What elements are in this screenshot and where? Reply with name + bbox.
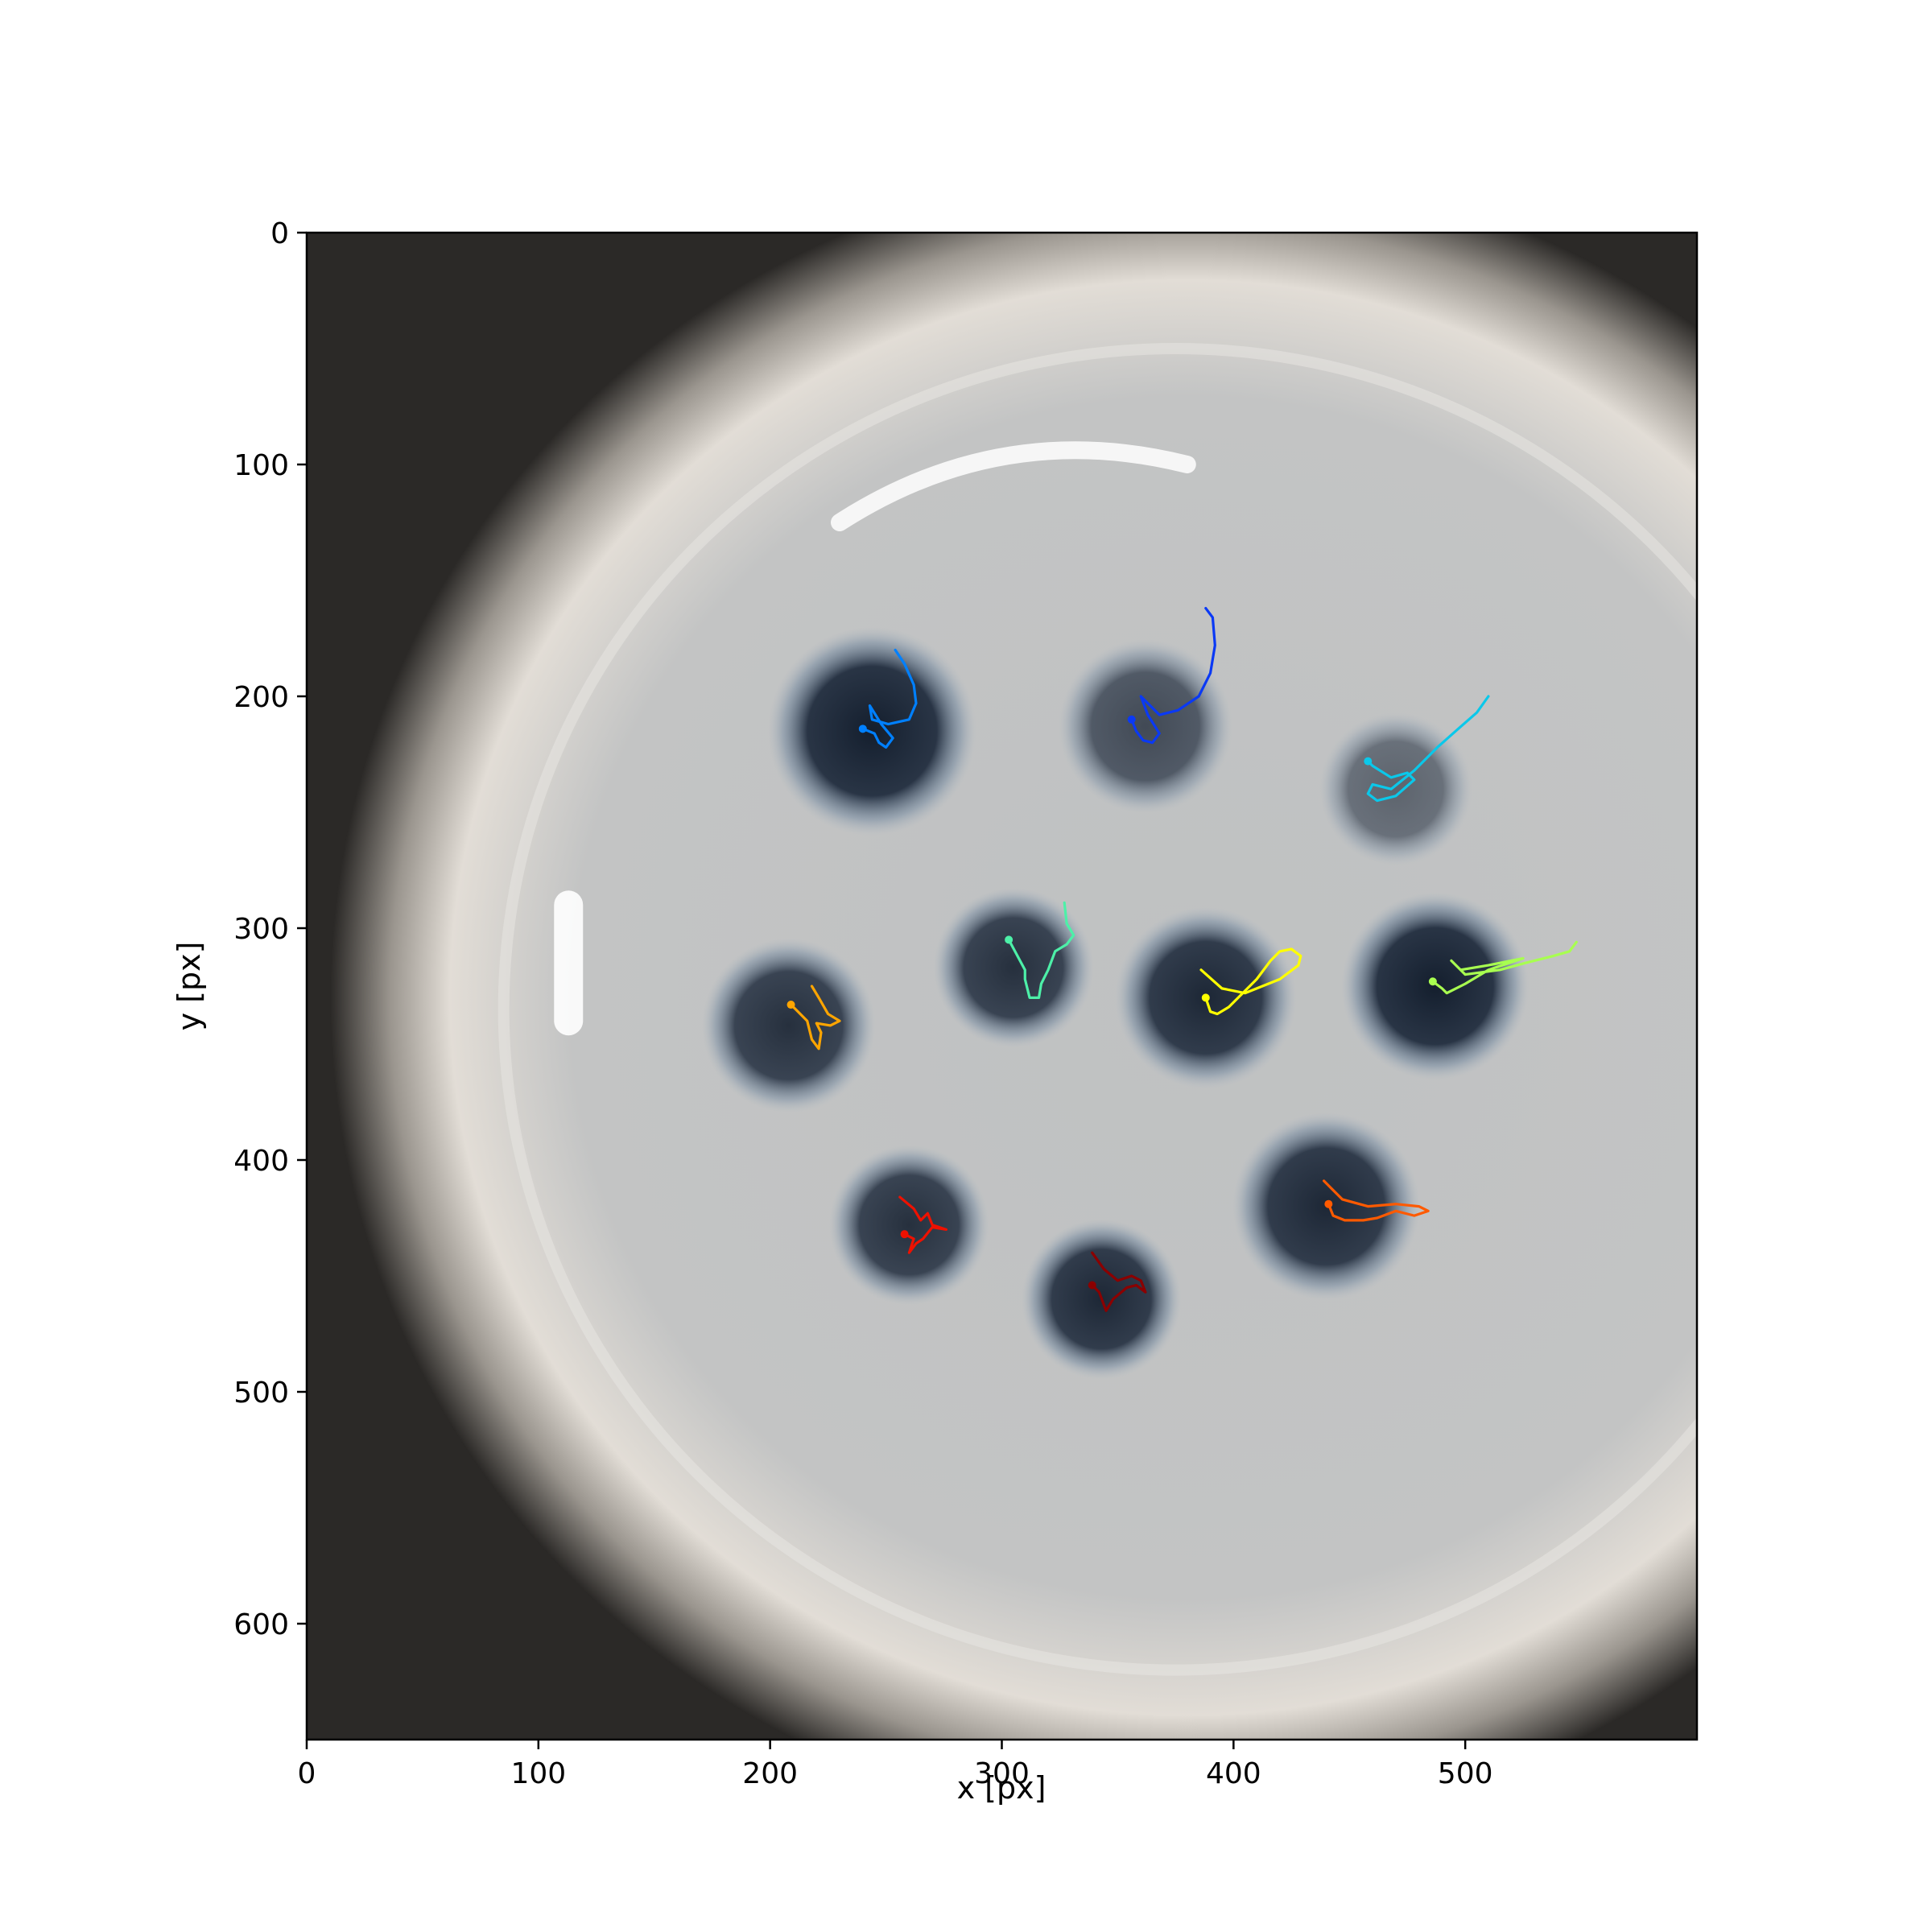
dish-inner-rim bbox=[497, 343, 1697, 1676]
plot-area bbox=[307, 233, 1697, 1740]
well-2 bbox=[1059, 639, 1232, 814]
y-tick-label: 300 bbox=[233, 913, 289, 946]
y-tick-label: 200 bbox=[233, 681, 289, 714]
trajectory-10-end-point bbox=[1088, 1281, 1096, 1290]
tracks-layer bbox=[786, 606, 1578, 1312]
trajectory-2 bbox=[1130, 606, 1216, 745]
well-1 bbox=[767, 626, 976, 836]
trajectory-4-end-point bbox=[1005, 935, 1013, 944]
trajectory-8 bbox=[1322, 1179, 1430, 1222]
trajectory-3-end-point bbox=[1364, 757, 1373, 766]
trajectory-1 bbox=[861, 648, 918, 749]
x-axis-label: x [px] bbox=[957, 1770, 1046, 1806]
x-axis: 0 100 200 300 400 500 bbox=[298, 1740, 1493, 1790]
trajectory-6 bbox=[1431, 940, 1578, 995]
x-tick-label: 300 bbox=[974, 1757, 1030, 1790]
glare-highlight-top bbox=[831, 441, 1196, 531]
well-4 bbox=[701, 938, 876, 1113]
trajectory-1-end-point bbox=[858, 724, 867, 733]
x-tick-label: 500 bbox=[1438, 1757, 1493, 1790]
trajectory-7-end-point bbox=[786, 1001, 795, 1009]
y-tick-label: 100 bbox=[233, 449, 289, 482]
x-tick-label: 400 bbox=[1206, 1757, 1261, 1790]
trajectory-9 bbox=[898, 1195, 948, 1254]
x-tick-label: 100 bbox=[510, 1757, 566, 1790]
y-axis: 0 100 200 300 400 500 600 bbox=[233, 217, 307, 1641]
y-tick-label: 600 bbox=[233, 1608, 289, 1641]
trajectory-5-end-point bbox=[1201, 993, 1210, 1002]
trajectory-9-end-point bbox=[900, 1230, 909, 1239]
trajectory-4 bbox=[1007, 901, 1075, 1000]
x-tick-label: 200 bbox=[742, 1757, 798, 1790]
trajectory-6-end-point bbox=[1428, 977, 1437, 986]
well-8 bbox=[829, 1145, 989, 1305]
trajectory-2-end-point bbox=[1127, 715, 1136, 724]
y-tick-label: 500 bbox=[233, 1377, 289, 1410]
y-tick-label: 400 bbox=[233, 1145, 289, 1178]
trajectory-7 bbox=[789, 985, 841, 1051]
trajectory-5 bbox=[1199, 947, 1302, 1016]
trajectory-10 bbox=[1091, 1251, 1147, 1312]
y-tick-label: 0 bbox=[270, 217, 289, 250]
x-tick-label: 0 bbox=[298, 1757, 316, 1790]
trajectory-3 bbox=[1366, 695, 1490, 803]
well-7 bbox=[1341, 892, 1530, 1080]
well-5 bbox=[933, 887, 1094, 1048]
trajectory-8-end-point bbox=[1324, 1199, 1333, 1208]
y-axis-label: y [px] bbox=[171, 942, 207, 1031]
